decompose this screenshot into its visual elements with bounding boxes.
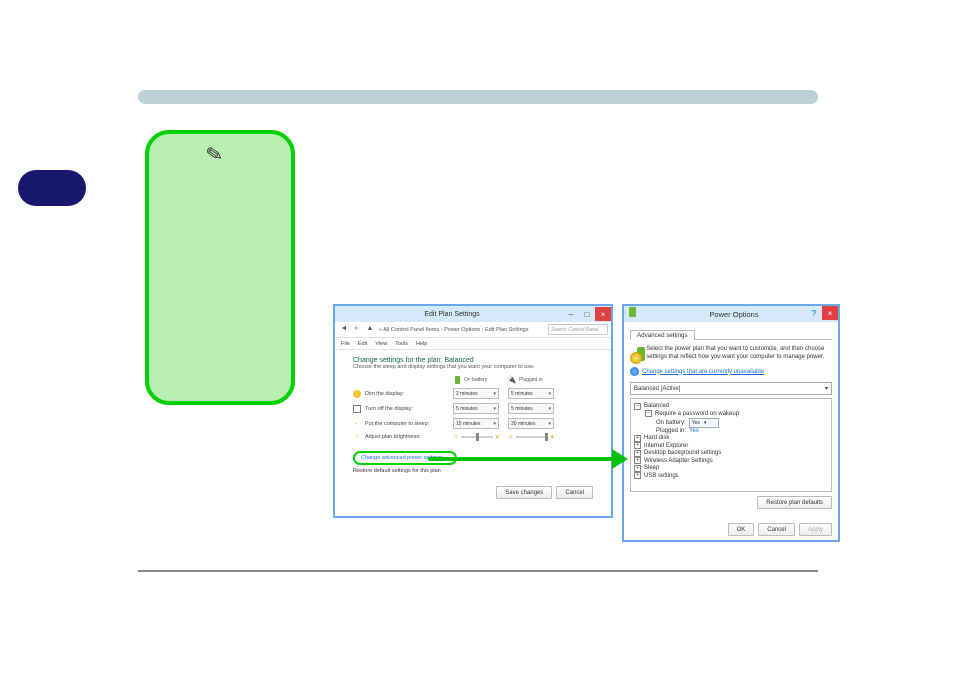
sleep-plugged-select[interactable]: 30 minutes▾ [508,418,554,429]
tree-pwd-plugged-label: Plugged in: [656,428,686,434]
expand-icon[interactable]: + [634,457,641,464]
tree-pwd-battery-select[interactable]: Yes▾ [689,418,719,428]
turnoff-plugged-select[interactable]: 5 minutes▾ [508,403,554,414]
nav-up-icon[interactable]: ▲ [365,325,375,335]
plan-select[interactable]: Balanced [Active]▾ [630,382,832,395]
expand-icon[interactable]: + [634,450,641,457]
battery-icon [453,376,461,384]
row-turnoff-label: Turn off the display: [365,406,413,412]
dim-plugged-select[interactable]: 5 minutes▾ [508,388,554,399]
col-plugged-header: Plugged in [519,377,543,383]
tree-item[interactable]: +Wireless Adapter Settings [634,457,828,464]
tree-root[interactable]: Balanced [644,403,669,409]
sun-large-icon: ☀ [550,434,555,441]
power-options-icon [627,307,638,318]
page-heading: Change settings for the plan: Balanced [353,357,593,364]
menu-bar: File Edit View Tools Help [335,338,611,350]
breadcrumb[interactable]: « All Control Panel Items › Power Option… [379,327,548,333]
minimize-button[interactable]: – [563,307,579,321]
menu-edit[interactable]: Edit [358,341,367,347]
row-bright-label: Adjust plan brightness: [365,434,421,440]
window-title: Power Options [709,310,758,319]
nav-back-icon[interactable]: ◄ [339,325,349,335]
turnoff-battery-select[interactable]: 5 minutes▾ [453,403,499,414]
link-restore-defaults[interactable]: Restore default settings for this plan [353,468,593,474]
sun-large-icon: ☀ [495,434,500,441]
titlebar: Edit Plan Settings – □ × [335,306,611,322]
restore-defaults-button[interactable]: Restore plan defaults [757,496,832,509]
close-button[interactable]: × [822,306,838,320]
tree-pwd-plugged-value[interactable]: Yes [689,428,699,434]
window-title: Edit Plan Settings [424,311,479,318]
close-button[interactable]: × [595,307,611,321]
callout-box [145,130,295,405]
expand-icon[interactable]: + [634,472,641,479]
dim-battery-select[interactable]: 2 minutes▾ [453,388,499,399]
apply-button[interactable]: Apply [799,523,832,536]
expand-icon[interactable]: + [634,465,641,472]
sleep-icon: ◐ [353,420,361,428]
tree-item[interactable]: +USB settings [634,472,828,479]
expand-icon[interactable]: + [634,435,641,442]
cancel-button[interactable]: Cancel [758,523,795,536]
menu-help[interactable]: Help [416,341,427,347]
tree-item[interactable]: +Internet Explorer [634,442,828,449]
separator-bar-top [138,90,818,104]
settings-grid: On battery Plugged in Dim the display: 2… [353,376,593,441]
menu-file[interactable]: File [341,341,350,347]
sun-small-icon: ☼ [508,434,514,440]
page-subtext: Choose the sleep and display settings th… [353,364,593,370]
link-change-unavailable[interactable]: Change settings that are currently unava… [630,367,832,376]
col-battery-header: On battery [464,377,487,383]
power-plan-icon [632,346,640,362]
side-pill [18,170,86,206]
sleep-battery-select[interactable]: 15 minutes▾ [453,418,499,429]
window-power-options: Power Options ? × Advanced settings Sele… [622,304,840,542]
settings-tree[interactable]: –Balanced –Require a password on wakeup … [630,398,832,492]
display-icon [353,405,361,413]
tree-item[interactable]: +Hard disk [634,435,828,442]
save-button[interactable]: Save changes [496,486,552,499]
menu-tools[interactable]: Tools [395,341,408,347]
brightness-icon: ☼ [353,433,361,441]
collapse-icon[interactable]: – [634,403,641,410]
tree-pwd-battery-label: On battery: [656,420,686,426]
titlebar: Power Options ? × [624,306,838,322]
collapse-icon[interactable]: – [645,410,652,417]
plug-icon [508,376,516,384]
sun-small-icon: ☼ [453,434,459,440]
brightness-battery-slider[interactable]: ☼ ☀ [453,434,508,441]
breadcrumb-bar: ◄ ► ▲ « All Control Panel Items › Power … [335,322,611,338]
search-input[interactable]: Search Control Panel [548,324,608,335]
intro-block: Select the power plan that you want to c… [630,340,832,365]
row-dim-label: Dim the display: [365,391,404,397]
tree-item[interactable]: +Desktop background settings [634,450,828,457]
annotation-arrow-head [612,449,628,469]
menu-view[interactable]: View [375,341,387,347]
dim-icon [353,390,361,398]
ok-button[interactable]: OK [728,523,755,536]
row-sleep-label: Put the computer to sleep: [365,421,429,427]
cancel-button[interactable]: Cancel [556,486,593,499]
shield-icon [630,367,639,376]
intro-text: Select the power plan that you want to c… [646,346,830,362]
help-button[interactable]: ? [806,306,822,320]
tree-pwd[interactable]: Require a password on wakeup [655,411,739,417]
window-edit-plan-settings: Edit Plan Settings – □ × ◄ ► ▲ « All Con… [333,304,613,518]
nav-fwd-icon[interactable]: ► [352,325,362,335]
tree-item[interactable]: +Sleep [634,465,828,472]
brightness-plugged-slider[interactable]: ☼ ☀ [508,434,563,441]
expand-icon[interactable]: + [634,442,641,449]
annotation-arrow [428,457,616,461]
tab-advanced-settings[interactable]: Advanced settings [630,330,695,340]
separator-bar-bottom [138,570,818,572]
maximize-button[interactable]: □ [579,307,595,321]
